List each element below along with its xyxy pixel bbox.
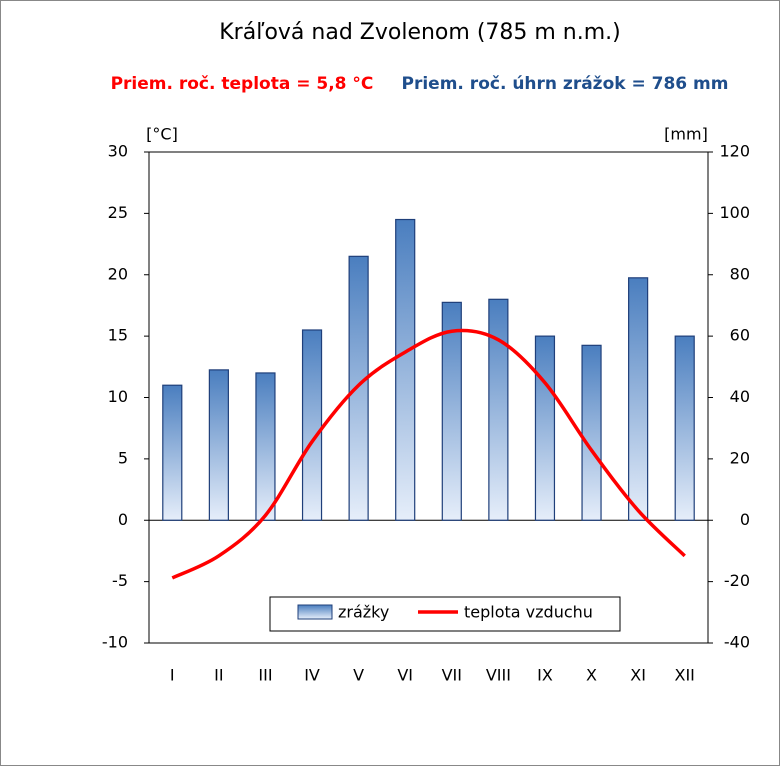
x-tick-label: III	[258, 666, 272, 685]
y2-axis-label: [mm]	[664, 125, 708, 144]
bar	[441, 301, 462, 521]
y2-tick-label: 120	[719, 142, 750, 161]
legend-label: zrážky	[338, 603, 389, 622]
x-tick-label: XI	[630, 666, 646, 685]
x-tick-label: X	[586, 666, 597, 685]
y-tick-label: 10	[108, 387, 128, 406]
bar	[628, 277, 649, 521]
x-tick-label: VIII	[486, 666, 511, 685]
bar	[488, 298, 509, 521]
bar	[395, 218, 416, 521]
y2-tick-label: 60	[730, 326, 750, 345]
bar	[162, 384, 183, 521]
x-tick-label: II	[214, 666, 223, 685]
y-axis-label: [°C]	[146, 125, 178, 144]
y2-tick-label: 20	[730, 448, 750, 467]
x-tick-label: IV	[304, 666, 320, 685]
y2-tick-label: -40	[724, 633, 750, 652]
y-tick-label: 0	[118, 510, 128, 529]
bar	[255, 372, 276, 521]
y-tick-label: 20	[108, 264, 128, 283]
y-tick-label: 15	[108, 326, 128, 345]
bar	[581, 344, 602, 521]
y-tick-label: 30	[108, 142, 128, 161]
y2-tick-label: 40	[730, 387, 750, 406]
subtitle: Priem. roč. úhrn zrážok = 786 mm	[402, 74, 729, 94]
y-tick-label: -10	[102, 633, 128, 652]
y-tick-label: 25	[108, 203, 128, 222]
bar	[348, 255, 369, 521]
y2-tick-label: 80	[730, 264, 750, 283]
bar	[674, 335, 695, 521]
x-tick-label: I	[170, 666, 175, 685]
x-tick-label: V	[353, 666, 364, 685]
x-tick-label: IX	[537, 666, 553, 685]
bar	[301, 329, 323, 521]
bar	[534, 335, 556, 521]
y2-tick-label: 0	[740, 510, 750, 529]
legend-label: teplota vzduchu	[464, 603, 593, 622]
x-tick-label: XII	[675, 666, 695, 685]
y2-tick-label: -20	[724, 571, 750, 590]
y-tick-label: -5	[112, 571, 128, 590]
line	[171, 328, 686, 580]
x-tick-label: VI	[397, 666, 413, 685]
x-tick-label: VII	[442, 666, 462, 685]
y-tick-label: 5	[118, 448, 128, 467]
legend-swatch	[297, 604, 333, 620]
bar	[208, 369, 229, 521]
subtitle: Priem. roč. teplota = 5,8 °C	[111, 74, 374, 94]
chart-title: Kráľová nad Zvolenom (785 m n.m.)	[219, 20, 621, 45]
y2-tick-label: 100	[719, 203, 750, 222]
